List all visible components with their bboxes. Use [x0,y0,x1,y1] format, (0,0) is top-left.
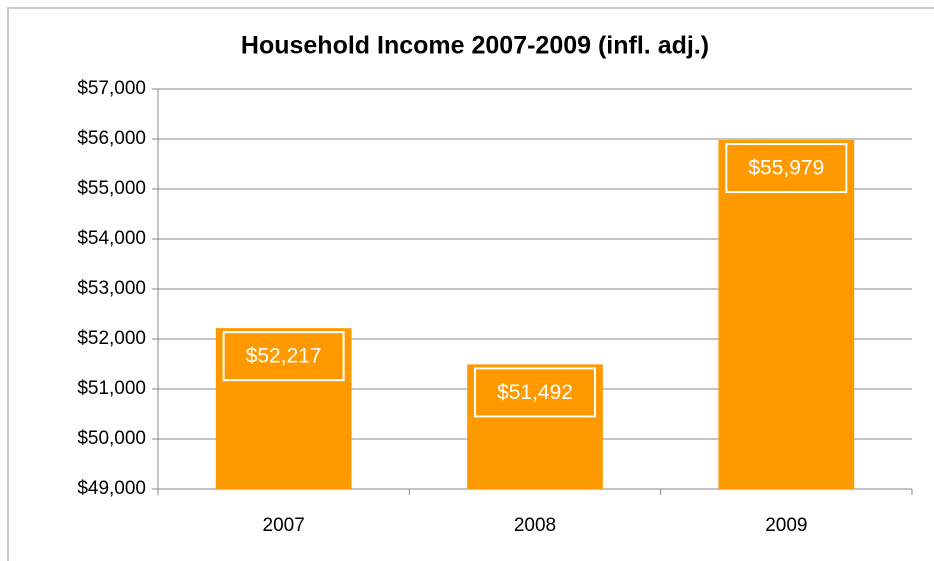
value-label: $55,979 [748,157,824,180]
value-label-box [725,143,848,194]
value-label-box [474,367,596,418]
value-label: $51,492 [497,381,573,404]
chart-title: Household Income 2007-2009 (infl. adj.) [241,32,709,60]
x-tick-label: 2007 [263,515,305,536]
chart-frame [7,7,934,561]
bar [467,364,603,489]
value-label: $52,217 [246,345,322,368]
x-tick-label: 2008 [514,515,556,536]
y-tick-label: $56,000 [77,128,146,149]
y-tick-label: $53,000 [77,278,146,299]
y-tick-label: $49,000 [77,478,146,499]
y-tick-label: $52,000 [77,328,146,349]
y-tick-label: $50,000 [77,428,146,449]
x-tick-label: 2009 [765,515,807,536]
bar [215,328,352,489]
y-tick-label: $55,000 [77,178,146,199]
y-tick-label: $51,000 [77,378,146,399]
y-tick-label: $57,000 [77,78,146,99]
value-label-box [222,331,345,382]
y-tick-label: $54,000 [77,228,146,249]
bar [718,140,855,490]
